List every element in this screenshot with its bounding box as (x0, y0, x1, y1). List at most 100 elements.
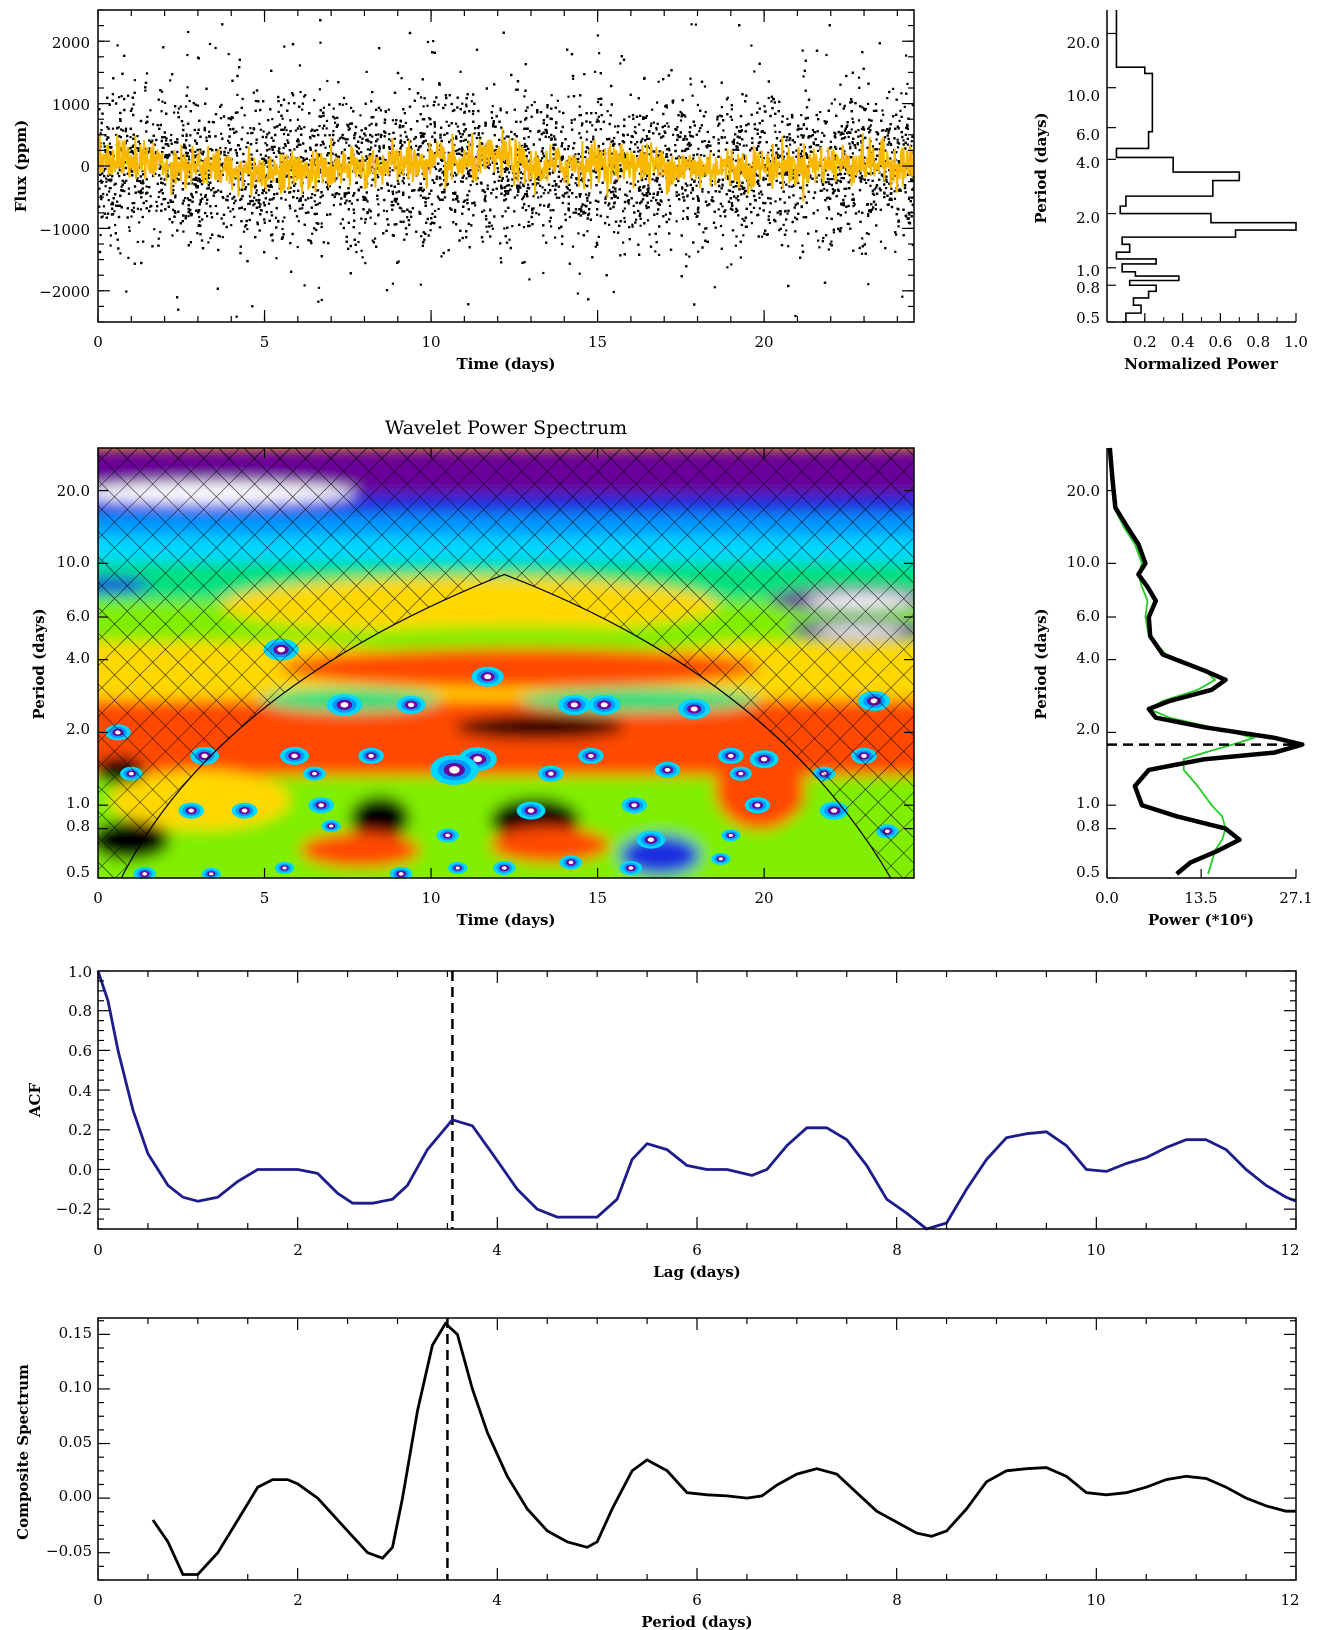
flux-point (424, 139, 427, 142)
flux-point (160, 188, 163, 191)
flux-point (490, 224, 493, 227)
flux-point (634, 126, 637, 129)
flux-point (336, 192, 339, 195)
flux-point (720, 106, 723, 109)
flux-point (527, 220, 530, 223)
flux-point (274, 216, 278, 219)
flux-point (233, 202, 236, 205)
flux-point (655, 176, 658, 179)
flux-point (256, 221, 259, 224)
flux-point (361, 169, 365, 172)
flux-point (740, 185, 744, 188)
flux-point (334, 121, 337, 124)
flux-point (532, 207, 535, 210)
flux-point (486, 184, 489, 187)
flux-point (436, 195, 439, 198)
flux-point (831, 188, 834, 191)
flux-point (885, 129, 888, 132)
flux-point (860, 252, 864, 255)
flux-point (366, 200, 369, 203)
flux-point (208, 42, 212, 46)
flux-point (408, 88, 411, 91)
flux-point (547, 191, 550, 194)
flux-point (689, 83, 692, 86)
flux-point (734, 244, 737, 247)
flux-point (385, 210, 389, 213)
flux-point (360, 249, 363, 252)
flux-point (429, 144, 432, 147)
flux-point (721, 205, 724, 208)
flux-point (597, 115, 600, 118)
flux-point (785, 139, 788, 142)
flux-point (507, 135, 510, 138)
flux-point (474, 204, 477, 207)
flux-point (555, 196, 558, 199)
flux-point (298, 207, 301, 210)
flux-point (105, 180, 108, 183)
flux-point (546, 115, 549, 118)
flux-point (458, 132, 462, 135)
flux-point (527, 205, 530, 208)
flux-point (126, 139, 129, 142)
flux-point (762, 176, 765, 179)
flux-point (377, 203, 380, 206)
flux-point (169, 79, 172, 82)
flux-point (401, 210, 404, 213)
flux-point (910, 140, 913, 143)
flux-point (209, 237, 212, 240)
flux-point (504, 198, 508, 201)
flux-point (364, 262, 367, 265)
flux-point (370, 122, 373, 125)
flux-point (550, 225, 553, 228)
flux-point (756, 101, 759, 105)
flux-point (499, 107, 502, 110)
flux-point (182, 124, 185, 127)
flux-point (419, 188, 422, 191)
flux-point (664, 144, 667, 147)
flux-point (241, 97, 244, 100)
flux-point (572, 211, 575, 214)
flux-point (851, 141, 854, 144)
flux-point (516, 194, 519, 197)
flux-point (731, 190, 734, 193)
flux-point (850, 128, 853, 131)
flux-point (636, 146, 639, 149)
flux-point (108, 190, 111, 193)
flux-point (170, 133, 173, 137)
flux-point (535, 191, 538, 194)
flux-point (557, 165, 560, 168)
flux-point (241, 126, 244, 129)
flux-point (829, 178, 832, 181)
flux-point (391, 119, 394, 122)
flux-point (800, 127, 803, 130)
flux-point (149, 109, 152, 112)
flux-point (186, 86, 189, 89)
flux-point (638, 123, 641, 126)
flux-point (561, 178, 564, 181)
flux-point (817, 144, 820, 147)
flux-point (185, 133, 188, 136)
flux-point (393, 197, 397, 200)
flux-point (467, 175, 470, 178)
flux-point (370, 146, 373, 149)
flux-point (703, 140, 706, 143)
flux-point (858, 169, 861, 172)
flux-point (294, 182, 297, 185)
flux-point (816, 209, 819, 212)
flux-point (898, 142, 901, 145)
flux-point (313, 200, 316, 203)
flux-point (422, 105, 425, 108)
flux-point (594, 245, 597, 248)
flux-point (597, 144, 600, 148)
flux-point (758, 196, 761, 199)
flux-point (157, 195, 160, 199)
flux-point (824, 169, 827, 172)
flux-point (132, 103, 135, 106)
flux-point (830, 102, 833, 105)
flux-point (639, 224, 642, 227)
flux-point (298, 64, 301, 67)
flux-point (437, 103, 440, 106)
flux-point (243, 225, 247, 228)
flux-point (301, 207, 304, 210)
flux-point (214, 204, 217, 208)
